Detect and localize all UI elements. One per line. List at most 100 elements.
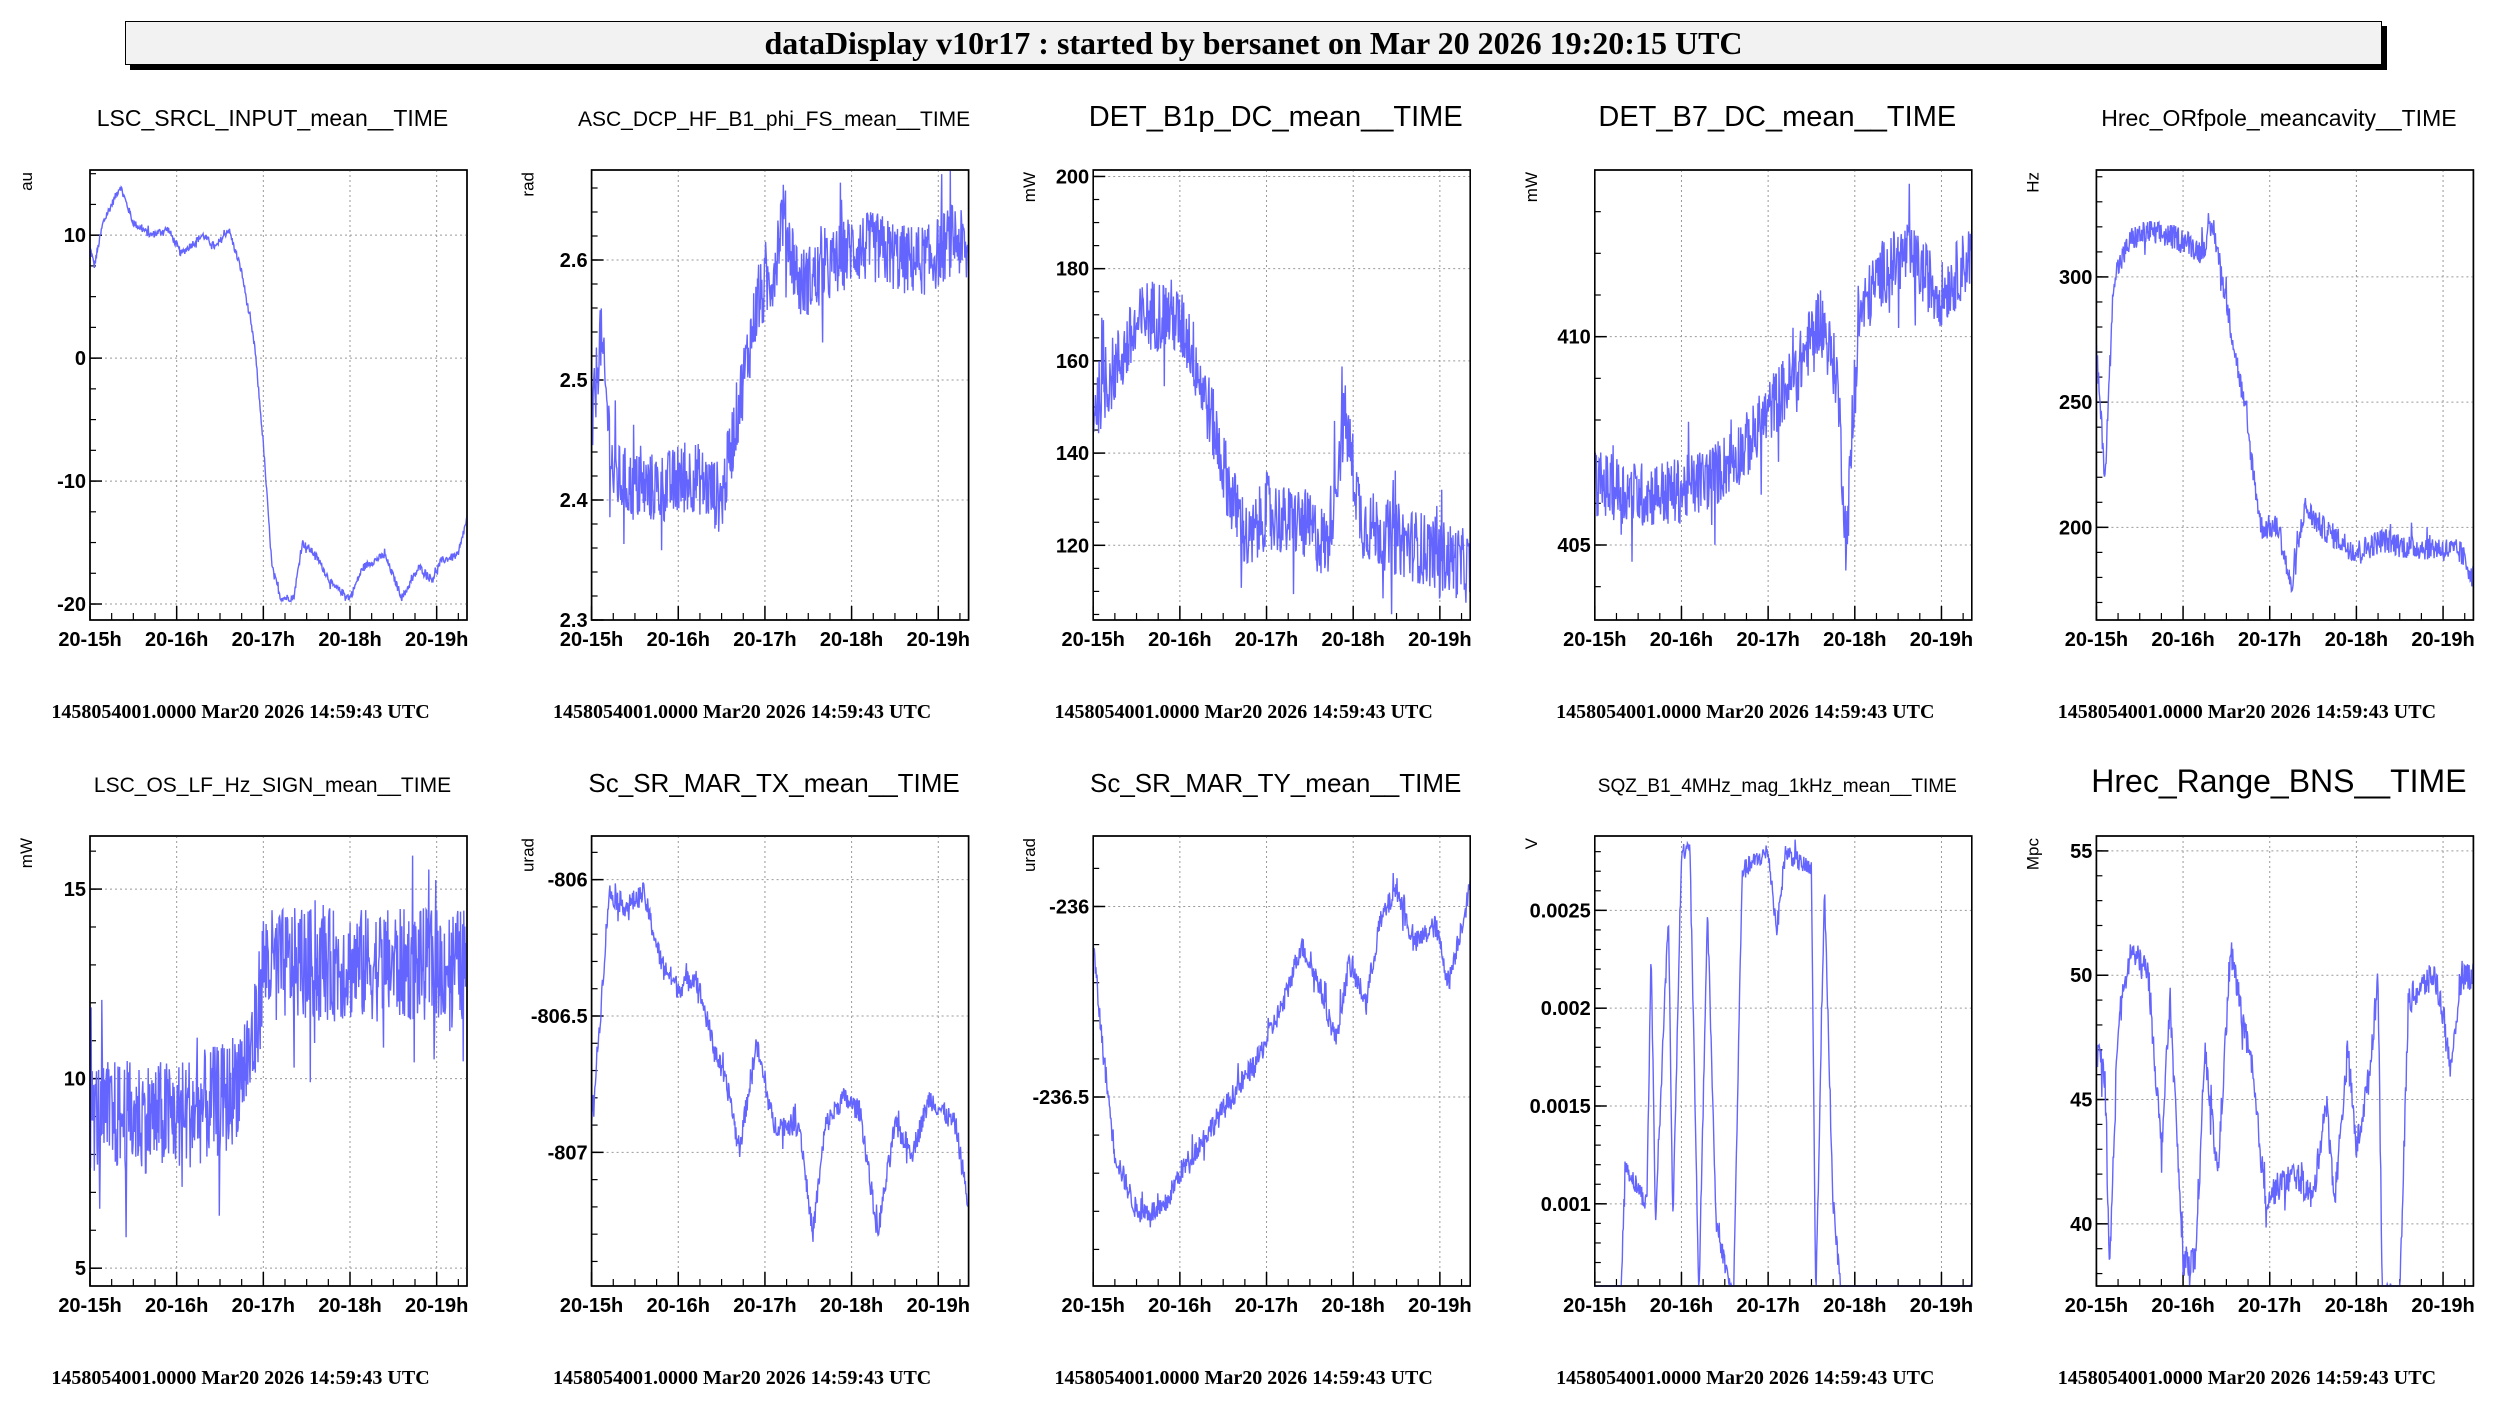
y-axis-label: au [17,172,36,191]
plot-timestamp: 1458054001.0000 Mar20 2026 14:59:43 UTC [1055,1367,1433,1389]
y-tick-label: 0.0025 [1530,900,1591,922]
y-tick-label: 2.6 [560,250,588,272]
y-tick-label: -236.5 [1032,1087,1089,1109]
y-axis-label: mW [1020,172,1039,202]
x-tick-label: 20-17h [733,1295,796,1317]
plot-timestamp: 1458054001.0000 Mar20 2026 14:59:43 UTC [1556,701,1934,723]
y-tick-label: 50 [2070,965,2092,987]
x-tick-label: 20-18h [820,629,883,651]
data-series-line [2095,942,2475,1287]
y-tick-label: -806.5 [531,1006,588,1028]
y-axis-label: mW [1522,172,1541,202]
plot-timestamp: 1458054001.0000 Mar20 2026 14:59:43 UTC [1556,1367,1934,1389]
plot-title: Hrec_ORfpole_meancavity__TIME [2101,105,2456,131]
plot-panel: Hrec_ORfpole_meancavity__TIME Hz 20-15h 20-… [2023,105,2474,723]
x-tick-label: 20-18h [318,629,381,651]
plot-frame [2095,835,2475,1287]
x-tick-label: 20-16h [647,629,710,651]
x-tick-label: 20-19h [405,629,468,651]
data-series-line [1092,872,1471,1228]
x-tick-label: 20-19h [1408,1295,1471,1317]
y-tick-label: 200 [1056,166,1089,188]
plot-title: Sc_SR_MAR_TY_mean__TIME [1090,768,1461,798]
x-tick-label: 20-18h [2325,1295,2388,1317]
y-tick-label: 0.001 [1541,1194,1591,1216]
y-axis-label: urad [519,838,538,872]
y-tick-label: 5 [75,1258,86,1280]
plot-frame-border [89,169,468,621]
plot-panel: LSC_OS_LF_Hz_SIGN_mean__TIME mW 20-15h 20-1… [17,774,468,1389]
x-tick-label: 20-18h [1322,1295,1385,1317]
y-tick-label: 0 [75,348,86,370]
y-tick-label: 250 [2059,392,2092,414]
data-series-line [590,169,970,551]
plot-title: ASC_DCP_HF_B1_phi_FS_mean__TIME [578,108,970,131]
y-tick-label: 200 [2059,517,2092,539]
plot-frame-border [590,835,970,1287]
plot-title: DET_B7_DC_mean__TIME [1598,101,1956,133]
plot-panel: SQZ_B1_4MHz_mag_1kHz_mean__TIME V 20-15h 20… [1522,776,1973,1389]
x-tick-label: 20-17h [232,629,295,651]
x-tick-label: 20-16h [1148,629,1211,651]
plot-frame [590,835,970,1287]
plot-title: DET_B1p_DC_mean__TIME [1089,101,1463,133]
x-tick-label: 20-16h [1148,1295,1211,1317]
x-tick-label: 20-16h [145,629,208,651]
plot-title: LSC_OS_LF_Hz_SIGN_mean__TIME [94,774,451,797]
x-tick-label: 20-19h [1910,629,1973,651]
plot-timestamp: 1458054001.0000 Mar20 2026 14:59:43 UTC [2058,1367,2436,1389]
x-tick-label: 20-19h [907,1295,970,1317]
x-tick-label: 20-17h [1736,629,1799,651]
x-tick-label: 20-17h [1235,1295,1298,1317]
x-tick-label: 20-15h [2065,629,2128,651]
plot-title: Hrec_Range_BNS__TIME [2091,763,2466,799]
x-tick-label: 20-19h [1408,629,1471,651]
data-series-line [2095,213,2475,594]
plot-frame-border [89,835,468,1287]
x-tick-label: 20-15h [58,629,121,651]
y-tick-label: -236 [1049,896,1089,918]
plot-frame [89,835,468,1287]
plot-panel: DET_B7_DC_mean__TIME mW 20-15h 20-16h 20-17h… [1522,101,1973,723]
y-axis-label: rad [519,172,538,197]
y-axis-label: V [1522,837,1541,849]
y-tick-label: 2.5 [560,370,588,392]
y-tick-label: 15 [64,879,86,901]
plot-timestamp: 1458054001.0000 Mar20 2026 14:59:43 UTC [553,701,931,723]
data-series-line [1594,183,1973,571]
y-tick-label: 300 [2059,267,2092,289]
data-series-line [1092,279,1471,615]
plot-title: LSC_SRCL_INPUT_mean__TIME [97,105,449,131]
x-tick-label: 20-16h [2151,629,2214,651]
x-tick-label: 20-18h [1823,629,1886,651]
y-tick-label: 410 [1557,327,1590,349]
x-tick-label: 20-18h [318,1295,381,1317]
plot-frame [89,169,468,621]
x-tick-label: 20-19h [907,629,970,651]
x-tick-label: 20-19h [2411,1295,2474,1317]
y-tick-label: 45 [2070,1090,2092,1112]
y-axis-label: mW [17,838,36,868]
y-axis-label: Hz [2023,172,2042,193]
plot-frame [1594,169,1973,621]
x-tick-label: 20-19h [405,1295,468,1317]
x-tick-label: 20-15h [560,1295,623,1317]
plot-title: SQZ_B1_4MHz_mag_1kHz_mean__TIME [1598,776,1957,797]
plot-timestamp: 1458054001.0000 Mar20 2026 14:59:43 UTC [2058,701,2436,723]
y-tick-label: 10 [64,1069,86,1091]
plot-frame-border [1092,835,1471,1287]
plot-panel: Hrec_Range_BNS__TIME Mpc 20-15h 20-16h 20-17… [2023,763,2474,1389]
x-tick-label: 20-18h [1322,629,1385,651]
x-tick-label: 20-15h [2065,1295,2128,1317]
x-tick-label: 20-16h [1650,629,1713,651]
window-title-bar: dataDisplay v10r17 : started by bersanet… [125,21,2382,65]
x-tick-label: 20-17h [2238,1295,2301,1317]
y-tick-label: 120 [1056,535,1089,557]
window-title: dataDisplay v10r17 : started by bersanet… [764,25,1743,61]
x-tick-label: 20-18h [2325,629,2388,651]
y-tick-label: 0.002 [1541,998,1591,1020]
y-tick-label: 160 [1056,351,1089,373]
x-tick-label: 20-17h [733,629,796,651]
